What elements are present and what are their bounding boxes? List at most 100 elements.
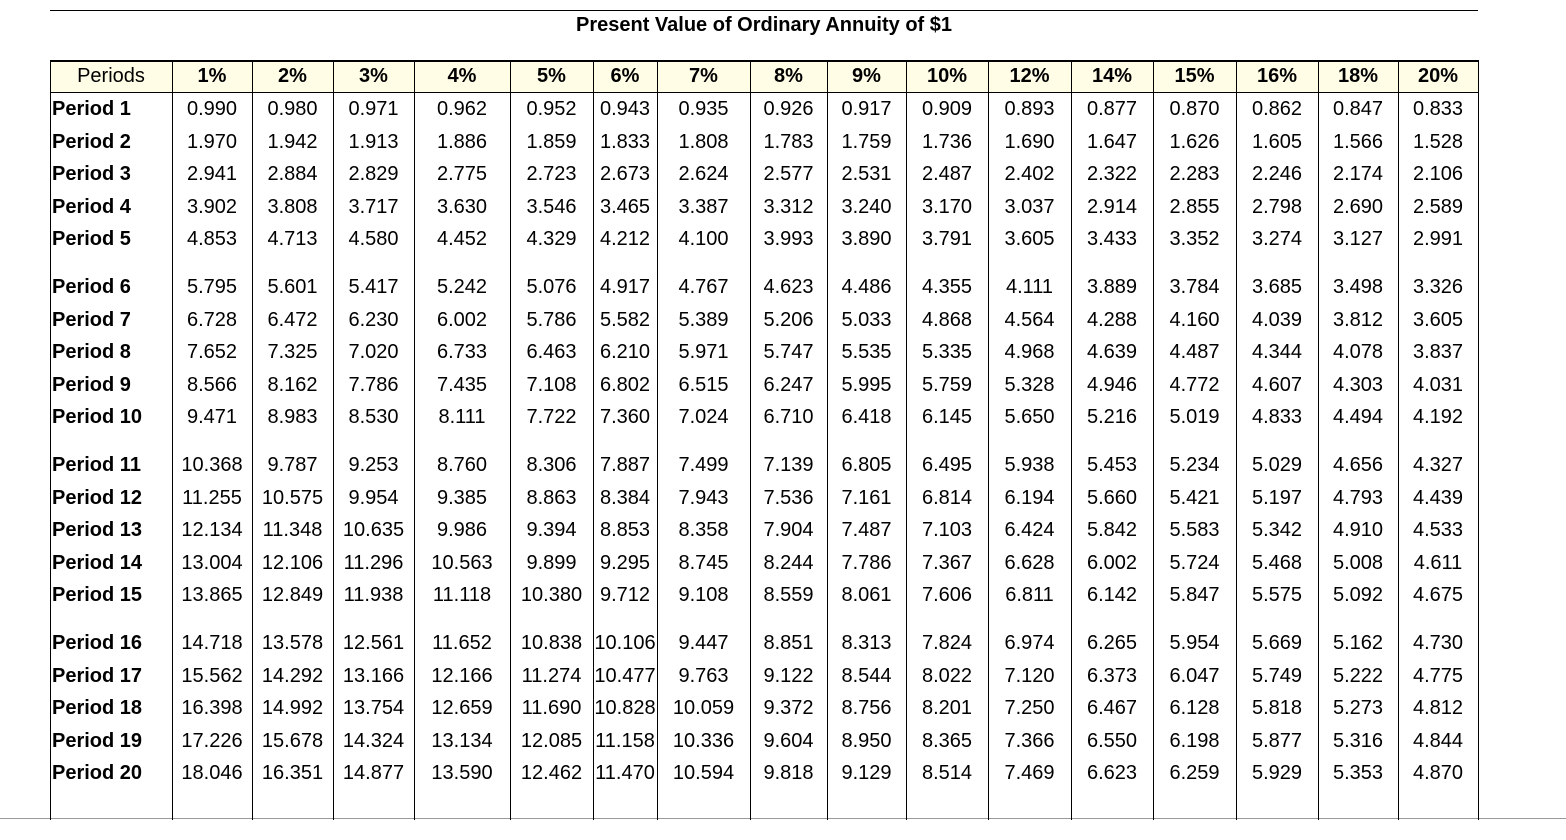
column-header: 5% [537, 65, 566, 87]
table-cell: 1.859 [526, 130, 577, 153]
column-header: 1% [197, 65, 227, 87]
table-cell: 4.303 [1332, 373, 1384, 396]
row-label: Period 9 [52, 373, 131, 396]
table-cell: 6.002 [436, 308, 488, 331]
table-cell: 3.240 [841, 195, 892, 218]
row-label: Period 20 [52, 762, 143, 785]
table-cell: 1.605 [1251, 130, 1303, 153]
row-label: Period 8 [52, 341, 131, 364]
table-cell: 0.870 [1169, 98, 1220, 120]
table-cell: 7.606 [921, 584, 973, 607]
table-cell: 1.886 [436, 130, 488, 153]
table-cell: 11.938 [343, 584, 404, 607]
table-cell: 3.902 [186, 195, 238, 218]
row-label: Period 4 [52, 195, 131, 218]
table-cell: 8.544 [841, 664, 892, 687]
table-cell: 0.833 [1412, 98, 1464, 120]
table-cell: 5.335 [921, 341, 973, 364]
table-cell: 2.723 [526, 163, 577, 186]
table-cell: 4.853 [186, 228, 238, 251]
table-cell: 5.162 [1332, 632, 1384, 654]
table-cell: 5.316 [1332, 729, 1384, 752]
table-cell: 6.373 [1086, 664, 1138, 687]
table-cell: 4.580 [348, 228, 399, 251]
table-cell: 10.828 [594, 697, 656, 720]
row-label: Period 18 [52, 697, 143, 720]
table-cell: 0.962 [436, 98, 488, 120]
table-cell: 12.659 [431, 697, 493, 720]
table-cell: 10.477 [594, 664, 656, 687]
column-border [1478, 60, 1479, 820]
table-cell: 5.995 [841, 373, 892, 396]
column-header: 10% [926, 65, 968, 87]
column-border [414, 60, 415, 820]
table-cell: 10.380 [520, 584, 583, 607]
table-cell: 2.829 [348, 163, 399, 186]
table-cell: 6.467 [1086, 697, 1138, 720]
table-cell: 13.590 [431, 762, 493, 785]
table-cell: 9.712 [599, 584, 651, 607]
table-cell: 3.605 [1412, 308, 1464, 331]
table-cell: 4.675 [1412, 584, 1464, 607]
table-cell: 1.759 [841, 130, 892, 153]
table-cell: 12.166 [431, 664, 493, 687]
table-cell: 7.139 [763, 454, 814, 476]
table-cell: 7.024 [678, 406, 729, 429]
table-cell: 9.394 [526, 519, 577, 542]
table-cell: 5.222 [1332, 664, 1384, 687]
table-cell: 3.170 [921, 195, 973, 218]
table-cell: 5.583 [1169, 519, 1220, 542]
table-cell: 6.230 [348, 308, 399, 331]
table-title: Present Value of Ordinary Annuity of $1 [575, 14, 952, 36]
table-cell: 3.889 [1086, 276, 1138, 298]
table-cell: 4.767 [678, 276, 729, 298]
table-cell: 4.288 [1086, 308, 1138, 331]
table-cell: 10.336 [672, 729, 735, 752]
table-cell: 11.255 [182, 486, 242, 509]
table-cell: 3.433 [1086, 228, 1138, 251]
table-cell: 6.128 [1169, 697, 1220, 720]
table-cell: 2.402 [1004, 163, 1055, 186]
table-cell: 4.486 [841, 276, 892, 298]
table-cell: 0.943 [599, 98, 651, 120]
table-cell: 8.358 [678, 519, 729, 542]
table-cell: 5.216 [1086, 406, 1138, 429]
table-cell: 4.968 [1004, 341, 1055, 364]
table-cell: 5.724 [1169, 551, 1220, 574]
table-cell: 10.059 [672, 697, 735, 720]
table-cell: 12.462 [520, 762, 583, 785]
table-cell: 5.019 [1169, 406, 1220, 429]
table-cell: 7.250 [1004, 697, 1055, 720]
table-cell: 7.499 [678, 454, 729, 476]
table-cell: 4.100 [678, 228, 729, 251]
table-cell: 2.798 [1251, 195, 1303, 218]
table-cell: 6.733 [436, 341, 488, 364]
table-cell: 0.935 [678, 98, 729, 120]
table-cell: 5.328 [1004, 373, 1055, 396]
table-cell: 8.756 [841, 697, 892, 720]
table-cell: 7.020 [348, 341, 399, 364]
table-cell: 5.234 [1169, 454, 1220, 476]
table-cell: 9.471 [186, 406, 238, 429]
table-cell: 7.652 [186, 341, 238, 364]
table-cell: 3.605 [1004, 228, 1055, 251]
column-border [593, 60, 594, 820]
table-cell: 6.418 [841, 406, 892, 429]
table-cell: 5.033 [841, 308, 892, 331]
row-label: Period 5 [52, 228, 131, 251]
table-cell: 6.974 [1004, 632, 1055, 654]
table-cell: 9.385 [436, 486, 488, 509]
table-cell: 12.085 [520, 729, 583, 752]
table-cell: 0.990 [186, 98, 238, 120]
table-cell: 3.630 [436, 195, 488, 218]
table-cell: 3.312 [763, 195, 814, 218]
table-cell: 4.772 [1169, 373, 1220, 396]
row-label: Period 16 [52, 632, 143, 654]
table-cell: 5.242 [436, 276, 488, 298]
table-cell: 13.865 [181, 584, 243, 607]
table-cell: 8.530 [348, 406, 399, 429]
table-cell: 8.863 [526, 486, 577, 509]
table-cell: 9.129 [841, 762, 892, 785]
column-header: Periods [77, 65, 145, 87]
